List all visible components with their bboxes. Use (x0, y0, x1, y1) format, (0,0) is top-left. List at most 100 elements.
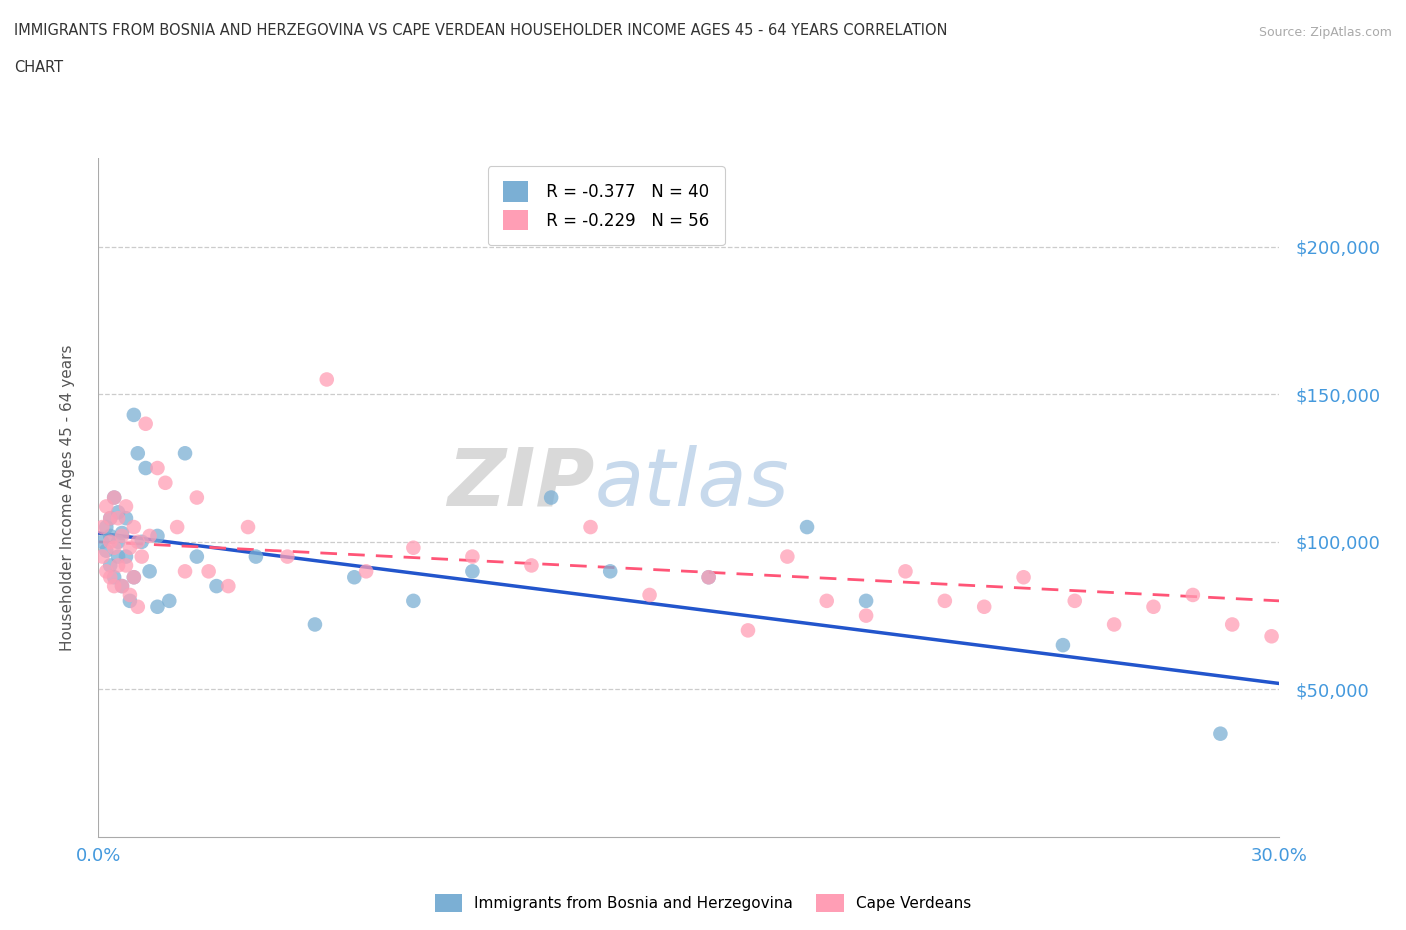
Point (1209, 726, 1232, 741)
Point (205, 578, 228, 593)
Text: Source: ZipAtlas.com: Source: ZipAtlas.com (1258, 26, 1392, 39)
Point (135, 417, 157, 432)
Point (96, 543, 118, 558)
Point (98, 558, 121, 573)
Point (107, 549, 129, 564)
Point (638, 588, 661, 603)
Point (127, 445, 149, 460)
Point (103, 578, 125, 593)
Point (402, 540, 425, 555)
Point (98, 570, 121, 585)
Point (197, 564, 219, 578)
Point (461, 564, 484, 578)
Point (1142, 599, 1164, 614)
Point (138, 528, 160, 543)
Point (115, 558, 138, 573)
Point (122, 520, 145, 535)
Point (1012, 570, 1035, 585)
Point (461, 549, 484, 564)
Point (186, 490, 208, 505)
Point (91, 520, 114, 535)
Point (98, 511, 121, 525)
Point (697, 570, 720, 585)
Point (115, 549, 138, 564)
Point (245, 549, 267, 564)
Point (118, 593, 141, 608)
Point (343, 570, 366, 585)
Point (796, 520, 818, 535)
Point (96, 499, 118, 514)
Point (146, 599, 169, 614)
Point (118, 540, 141, 555)
Point (122, 407, 145, 422)
Point (579, 520, 602, 535)
Point (894, 564, 917, 578)
Point (103, 490, 125, 505)
Point (697, 570, 720, 585)
Point (131, 549, 153, 564)
Point (354, 564, 377, 578)
Text: atlas: atlas (595, 445, 789, 523)
Point (540, 490, 562, 505)
Point (599, 564, 621, 578)
Point (276, 549, 298, 564)
Point (174, 445, 197, 460)
Point (111, 578, 134, 593)
Point (122, 570, 145, 585)
Point (1181, 588, 1204, 603)
Point (127, 535, 149, 550)
Point (135, 460, 157, 475)
Point (1260, 629, 1282, 644)
Point (107, 558, 129, 573)
Point (174, 564, 197, 578)
Point (103, 490, 125, 505)
Point (402, 593, 425, 608)
Point (520, 558, 543, 573)
Point (98, 535, 121, 550)
Point (166, 520, 188, 535)
Point (973, 599, 995, 614)
Point (855, 608, 877, 623)
Point (115, 511, 138, 525)
Point (1220, 617, 1243, 631)
Point (107, 511, 129, 525)
Text: ZIP: ZIP (447, 445, 595, 523)
Point (107, 505, 129, 520)
Point (1063, 593, 1085, 608)
Legend: Immigrants from Bosnia and Herzegovina, Cape Verdeans: Immigrants from Bosnia and Herzegovina, … (429, 888, 977, 918)
Point (122, 570, 145, 585)
Point (103, 570, 125, 585)
Point (111, 525, 134, 540)
Point (91, 535, 114, 550)
Point (103, 540, 125, 555)
Text: CHART: CHART (14, 60, 63, 75)
Y-axis label: Householder Income Ages 45 - 64 years: Householder Income Ages 45 - 64 years (60, 344, 75, 651)
Point (776, 549, 799, 564)
Point (96, 564, 118, 578)
Text: IMMIGRANTS FROM BOSNIA AND HERZEGOVINA VS CAPE VERDEAN HOUSEHOLDER INCOME AGES 4: IMMIGRANTS FROM BOSNIA AND HERZEGOVINA V… (14, 23, 948, 38)
Point (1052, 638, 1074, 653)
Point (111, 528, 134, 543)
Point (111, 578, 134, 593)
Point (138, 564, 160, 578)
Point (186, 549, 208, 564)
Point (98, 511, 121, 525)
Point (91, 549, 114, 564)
Point (855, 593, 877, 608)
Legend:  R = -0.377   N = 40,  R = -0.229   N = 56: R = -0.377 N = 40, R = -0.229 N = 56 (488, 166, 724, 246)
Point (98, 528, 121, 543)
Point (146, 528, 169, 543)
Point (107, 535, 129, 550)
Point (315, 372, 337, 387)
Point (131, 535, 153, 550)
Point (96, 520, 118, 535)
Point (236, 520, 259, 535)
Point (737, 623, 759, 638)
Point (127, 599, 149, 614)
Point (934, 593, 956, 608)
Point (1102, 617, 1125, 631)
Point (217, 578, 239, 593)
Point (118, 588, 141, 603)
Point (115, 499, 138, 514)
Point (157, 593, 180, 608)
